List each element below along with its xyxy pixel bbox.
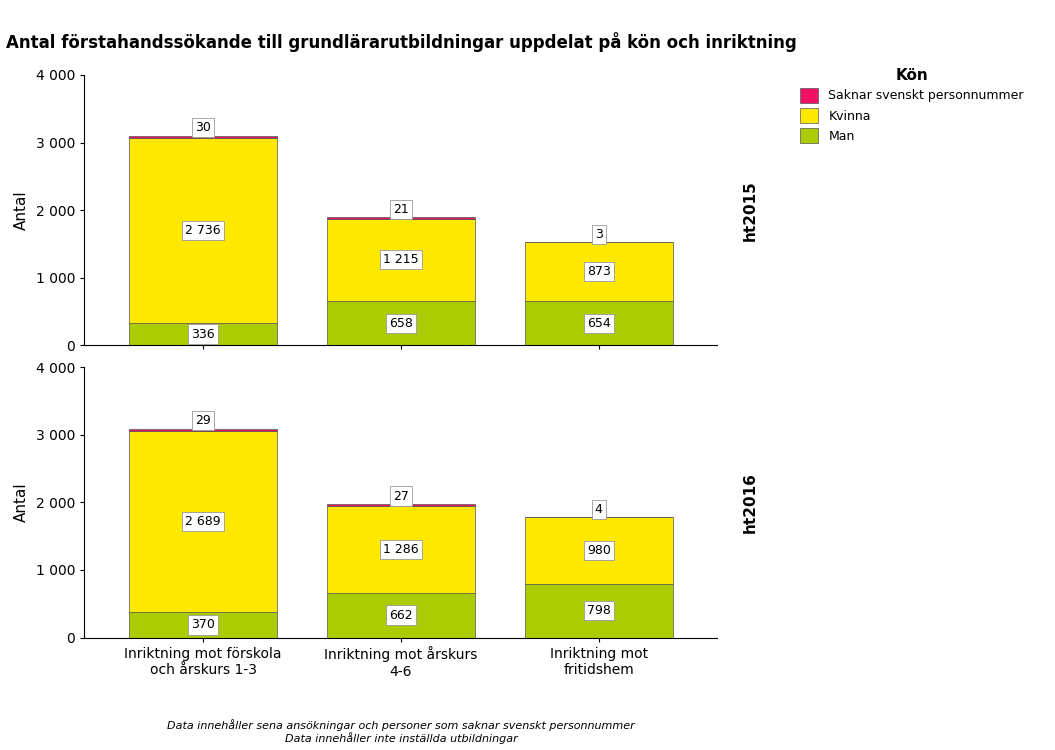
- Text: 30: 30: [195, 122, 211, 134]
- Text: 980: 980: [587, 544, 611, 557]
- Bar: [129, 136, 277, 138]
- Bar: [327, 301, 475, 346]
- Text: 1 286: 1 286: [383, 543, 419, 556]
- Bar: [327, 219, 475, 301]
- Text: Data innehåller inte inställda utbildningar: Data innehåller inte inställda utbildnin…: [285, 732, 517, 744]
- Text: 3: 3: [595, 228, 602, 241]
- Text: 654: 654: [587, 316, 611, 330]
- Bar: [129, 613, 277, 638]
- Text: ht2016: ht2016: [743, 472, 757, 532]
- Text: Data innehåller sena ansökningar och personer som saknar svenskt personnummer: Data innehåller sena ansökningar och per…: [167, 719, 635, 731]
- Bar: [129, 429, 277, 430]
- Bar: [524, 584, 673, 638]
- Text: Antal förstahandssökande till grundlärarutbildningar uppdelat på kön och inriktn: Antal förstahandssökande till grundlärar…: [5, 32, 797, 53]
- Text: 29: 29: [195, 414, 211, 428]
- Bar: [129, 322, 277, 346]
- Text: 21: 21: [394, 203, 408, 216]
- Text: 662: 662: [389, 608, 413, 622]
- Bar: [327, 592, 475, 638]
- Bar: [327, 506, 475, 592]
- Bar: [524, 518, 673, 584]
- Text: 4: 4: [595, 503, 602, 516]
- Text: 370: 370: [191, 619, 215, 632]
- Bar: [524, 242, 673, 302]
- Y-axis label: Antal: Antal: [14, 190, 28, 230]
- Text: ht2015: ht2015: [743, 180, 757, 241]
- Text: 336: 336: [191, 328, 215, 340]
- Bar: [327, 217, 475, 219]
- Bar: [524, 302, 673, 346]
- Text: 2 689: 2 689: [186, 515, 220, 528]
- Bar: [129, 138, 277, 322]
- Text: 27: 27: [392, 490, 409, 502]
- Y-axis label: Antal: Antal: [14, 482, 28, 522]
- Bar: [327, 504, 475, 506]
- Legend: Saknar svenskt personnummer, Kvinna, Man: Saknar svenskt personnummer, Kvinna, Man: [800, 68, 1023, 143]
- Text: 658: 658: [389, 316, 413, 330]
- Text: 1 215: 1 215: [383, 254, 419, 266]
- Text: 798: 798: [587, 604, 611, 617]
- Text: 2 736: 2 736: [186, 224, 220, 237]
- Text: 873: 873: [587, 266, 611, 278]
- Bar: [129, 430, 277, 613]
